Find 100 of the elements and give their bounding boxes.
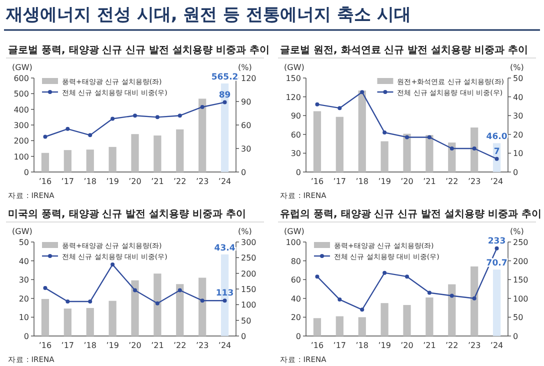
bar (358, 317, 366, 336)
y-tick-label: 200 (14, 136, 29, 146)
bar (448, 284, 456, 336)
chart-title: 글로벌 원전, 화석연료 신규 발전 설치용량 비중과 추이 (280, 45, 528, 56)
bar (426, 297, 434, 336)
x-tick-label: ’20 (400, 341, 414, 350)
y-tick-label: 60 (290, 130, 301, 140)
bar (313, 318, 322, 336)
y2-tick-label: 50 (513, 313, 524, 322)
point (360, 308, 364, 312)
point (200, 104, 204, 109)
bar (41, 152, 50, 172)
y-tick-label: 600 (14, 74, 29, 83)
point (472, 296, 476, 300)
y2-tick-label: 0 (513, 332, 518, 341)
point (88, 300, 92, 304)
point (222, 100, 227, 104)
y2-tick-label: 0 (241, 168, 246, 177)
x-tick-label: ’23 (196, 341, 209, 350)
chart-title: 글로벌 풍력, 태양광 신규 신규 발전 설치용량 비중과 추이 (8, 45, 270, 56)
bar (403, 304, 411, 336)
point (88, 133, 92, 138)
bar (448, 142, 456, 172)
bar (470, 266, 478, 336)
bar (41, 298, 50, 336)
bar (154, 274, 162, 336)
data-label: 43.4 (214, 243, 236, 254)
x-tick-label: ’19 (106, 341, 119, 350)
x-tick-label: ’21 (151, 341, 164, 350)
y-tick-label: 40 (18, 256, 29, 266)
x-tick-label: ’24 (218, 177, 232, 186)
y-tick-label: 30 (290, 149, 301, 158)
y-tick-label: 60 (290, 276, 301, 285)
point (200, 298, 204, 303)
x-tick-label: ’18 (84, 341, 96, 350)
y-tick-label: 120 (286, 92, 301, 102)
bar (470, 128, 478, 172)
y-tick-label: 30 (18, 276, 29, 285)
y2-tick-label: 200 (513, 256, 528, 266)
y2-tick-label: 30 (241, 144, 252, 154)
point (494, 156, 499, 161)
x-tick-label: ’22 (446, 177, 458, 186)
bar (220, 83, 229, 172)
y2-tick-label: 30 (513, 112, 524, 121)
x-tick-label: ’20 (128, 177, 142, 186)
y2-tick-label: 10 (513, 149, 524, 158)
y-tick-label: 50 (18, 238, 29, 247)
data-label: 46.0 (486, 132, 508, 142)
point (450, 146, 454, 150)
bar (176, 129, 184, 172)
y2-tick-label: 150 (513, 276, 528, 285)
x-tick-label: ’22 (446, 341, 458, 350)
x-tick-label: ’16 (38, 177, 52, 186)
point (427, 290, 432, 295)
y2-axis-title: (%) (510, 63, 524, 72)
bar (336, 116, 344, 172)
x-tick-label: ’17 (61, 341, 74, 350)
bar (380, 303, 388, 336)
x-tick-label: ’19 (378, 341, 391, 350)
x-tick-label: ’18 (356, 177, 368, 186)
x-tick-label: ’23 (196, 177, 209, 186)
y-tick-label: 10 (18, 313, 29, 322)
bar (313, 111, 322, 172)
point (110, 262, 115, 267)
x-tick-label: ’22 (174, 177, 186, 186)
y2-tick-label: 100 (241, 300, 256, 310)
point (405, 135, 409, 140)
point (315, 274, 320, 279)
bar (336, 316, 344, 336)
bar (198, 278, 206, 336)
bar (108, 300, 116, 336)
point (382, 130, 387, 135)
y2-tick-label: 150 (241, 285, 256, 294)
point (178, 114, 182, 118)
y-tick-label: 400 (14, 105, 29, 114)
y2-tick-label: 250 (241, 254, 256, 263)
y2-tick-label: 50 (241, 316, 252, 326)
y-tick-label: 0 (296, 332, 301, 341)
point (450, 294, 454, 298)
x-tick-label: ’21 (151, 177, 164, 186)
bar (86, 150, 94, 172)
y2-tick-label: 20 (513, 130, 524, 140)
y2-tick-label: 100 (513, 294, 528, 304)
y2-tick-label: 120 (241, 74, 256, 83)
y-tick-label: 20 (290, 313, 301, 322)
point (43, 134, 48, 139)
y-axis-title: (GW) (284, 227, 304, 236)
bar (358, 90, 366, 172)
point (66, 126, 70, 131)
y-tick-label: 0 (24, 168, 29, 177)
x-tick-label: ’23 (468, 177, 481, 186)
y2-axis-title: (%) (510, 227, 524, 236)
bar (108, 146, 116, 172)
x-tick-label: ’24 (490, 177, 504, 186)
bar (176, 284, 184, 336)
point (110, 116, 115, 121)
x-tick-label: ’24 (218, 341, 232, 350)
point (494, 246, 499, 250)
data-label: 565.2 (211, 72, 238, 82)
x-tick-label: ’24 (490, 341, 504, 350)
